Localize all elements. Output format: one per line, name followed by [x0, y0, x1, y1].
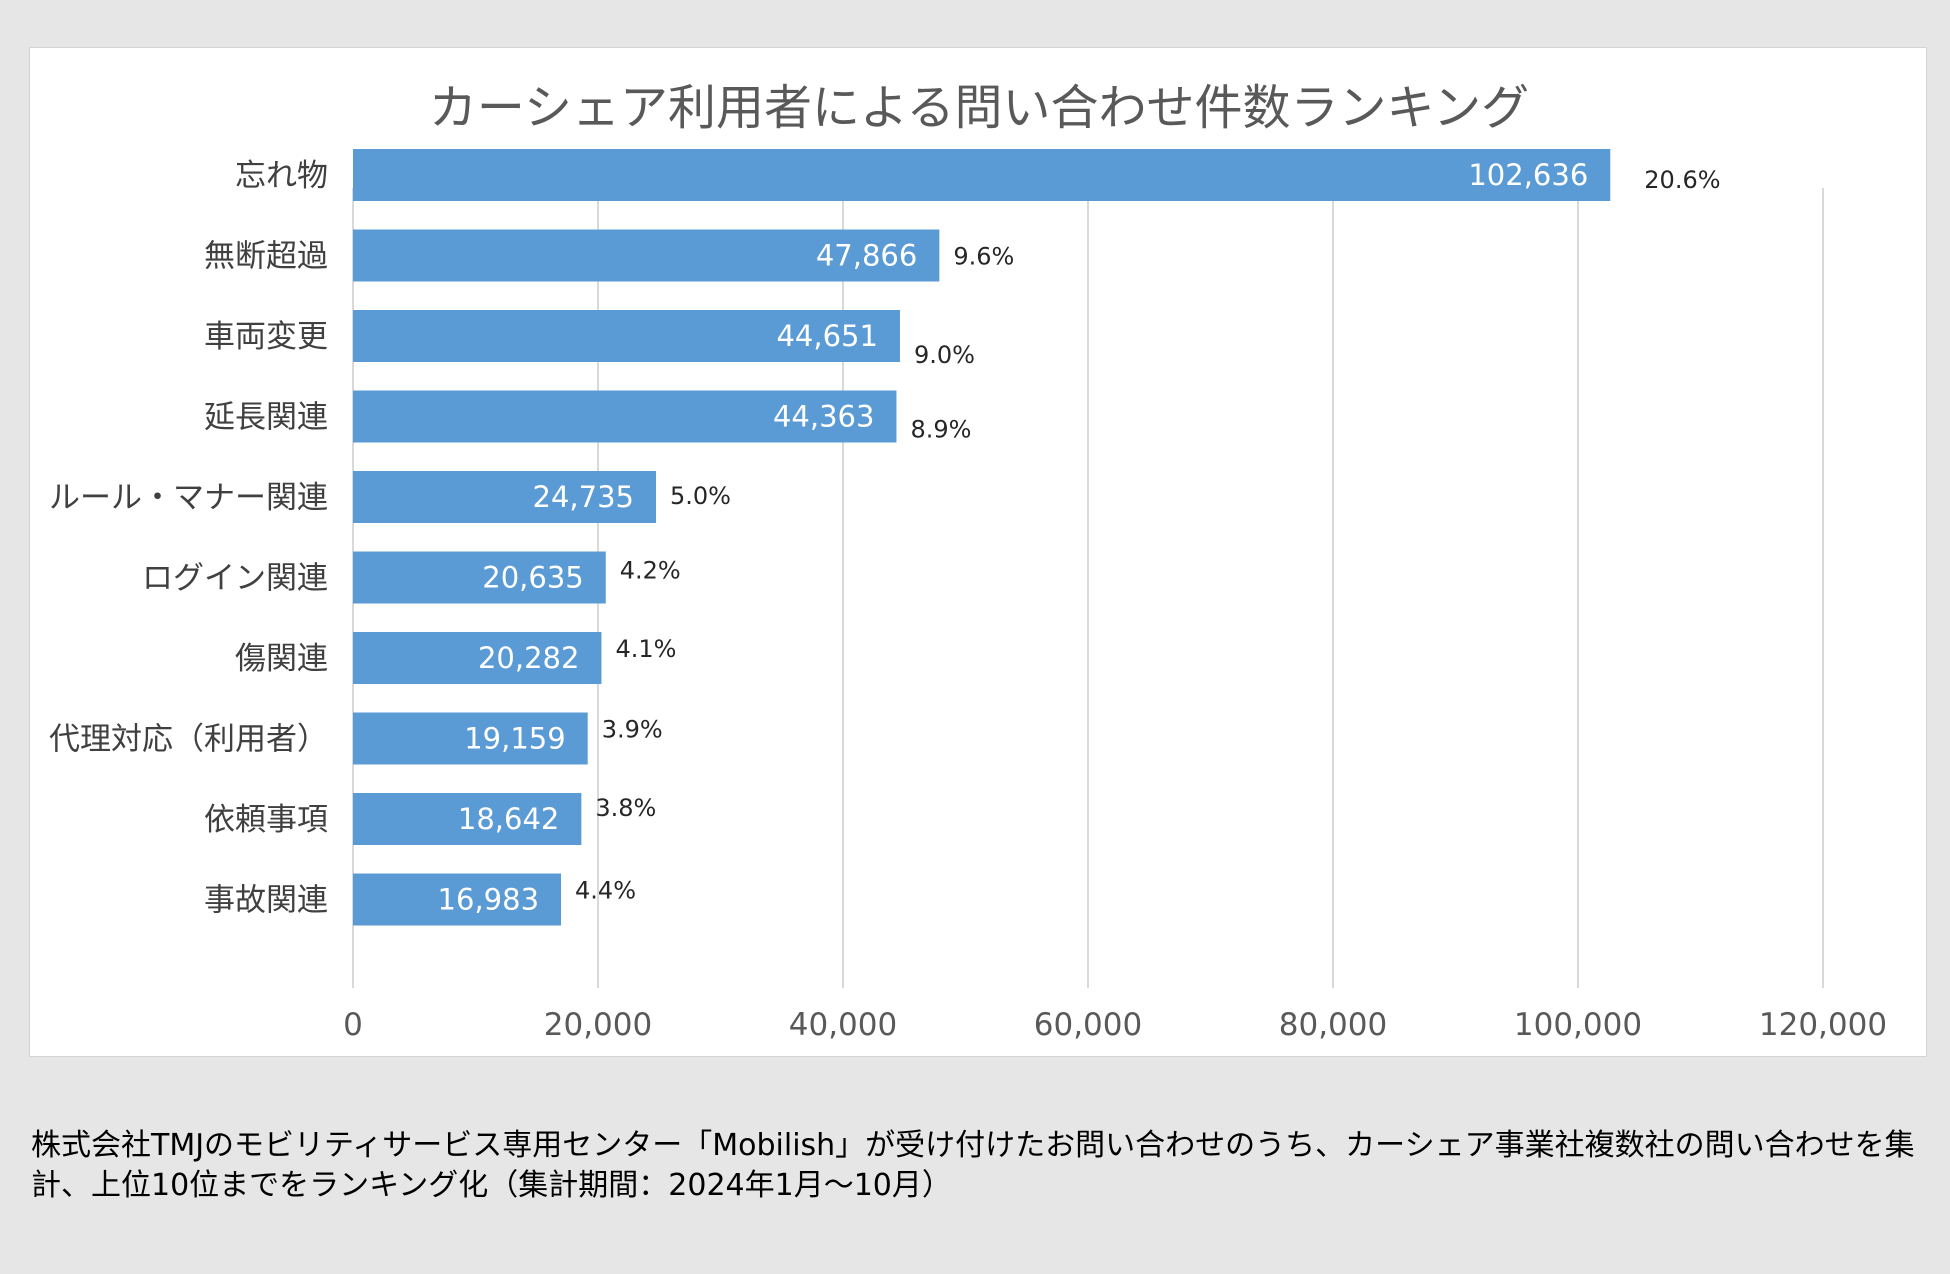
- chart-panel: カーシェア利用者による問い合わせ件数ランキング 0 20,000 40,000 60,…: [29, 47, 1927, 1057]
- bar: [353, 310, 900, 362]
- category-label: 傷関連: [235, 641, 328, 677]
- labels: 0 20,000 40,000 60,000 80,000 100,000 120,000 忘…: [49, 158, 1887, 1043]
- data-label: 18,642: [458, 802, 559, 836]
- data-label: 24,735: [533, 480, 634, 514]
- category-label: ルール・マナー関連: [49, 480, 328, 516]
- percent-label: 5.0%: [670, 482, 731, 510]
- percent-label: 3.9%: [602, 716, 663, 744]
- bar-chart: カーシェア利用者による問い合わせ件数ランキング 0 20,000 40,000 60,…: [49, 80, 1887, 1043]
- data-label: 16,983: [438, 883, 539, 917]
- data-label: 102,636: [1468, 158, 1588, 192]
- percent-label: 9.6%: [953, 243, 1014, 271]
- data-label: 20,282: [478, 641, 579, 675]
- category-label: 事故関連: [204, 883, 328, 919]
- x-tick-label: 100,000: [1514, 1007, 1642, 1043]
- category-label: 忘れ物: [235, 158, 328, 194]
- category-label: 車両変更: [204, 319, 328, 355]
- bar: [353, 471, 657, 523]
- percent-label: 4.4%: [575, 877, 636, 905]
- x-tick-label: 60,000: [1034, 1007, 1142, 1043]
- data-label: 47,866: [816, 239, 917, 273]
- category-label: 無断超過: [204, 239, 328, 275]
- bar: [353, 551, 606, 604]
- bar-series: [353, 149, 1611, 926]
- bar: [353, 229, 940, 282]
- percent-label: 4.2%: [620, 557, 681, 585]
- x-tick-label: 120,000: [1759, 1007, 1887, 1043]
- bar: [353, 873, 562, 926]
- chart-title: カーシェア利用者による問い合わせ件数ランキング: [429, 80, 1529, 136]
- percent-label: 9.0%: [914, 341, 975, 369]
- bar: [353, 712, 588, 765]
- percent-label: 3.8%: [595, 794, 656, 822]
- x-tick-label: 80,000: [1279, 1007, 1387, 1043]
- x-tick-label: 0: [343, 1007, 363, 1043]
- category-label: 代理対応（利用者）: [49, 722, 328, 758]
- x-tick-label: 40,000: [789, 1007, 897, 1043]
- data-label: 20,635: [482, 561, 583, 595]
- percent-label: 4.1%: [615, 635, 676, 663]
- data-label: 44,363: [773, 400, 874, 434]
- category-label: 依頼事項: [204, 802, 328, 838]
- chart-caption: 株式会社TMJのモビリティサービス専用センター「Mobilish」が受け付けたお…: [31, 1128, 1915, 1203]
- category-label: 延長関連: [204, 400, 328, 436]
- bar: [353, 390, 897, 443]
- category-label: ログイン関連: [142, 561, 328, 597]
- data-label: 44,651: [776, 319, 877, 353]
- bar: [353, 632, 602, 684]
- data-label: 19,159: [464, 722, 565, 756]
- x-tick-label: 20,000: [544, 1007, 652, 1043]
- bar: [353, 793, 582, 845]
- bar: [353, 149, 1611, 201]
- percent-label: 20.6%: [1644, 166, 1720, 194]
- percent-label: 8.9%: [910, 416, 971, 444]
